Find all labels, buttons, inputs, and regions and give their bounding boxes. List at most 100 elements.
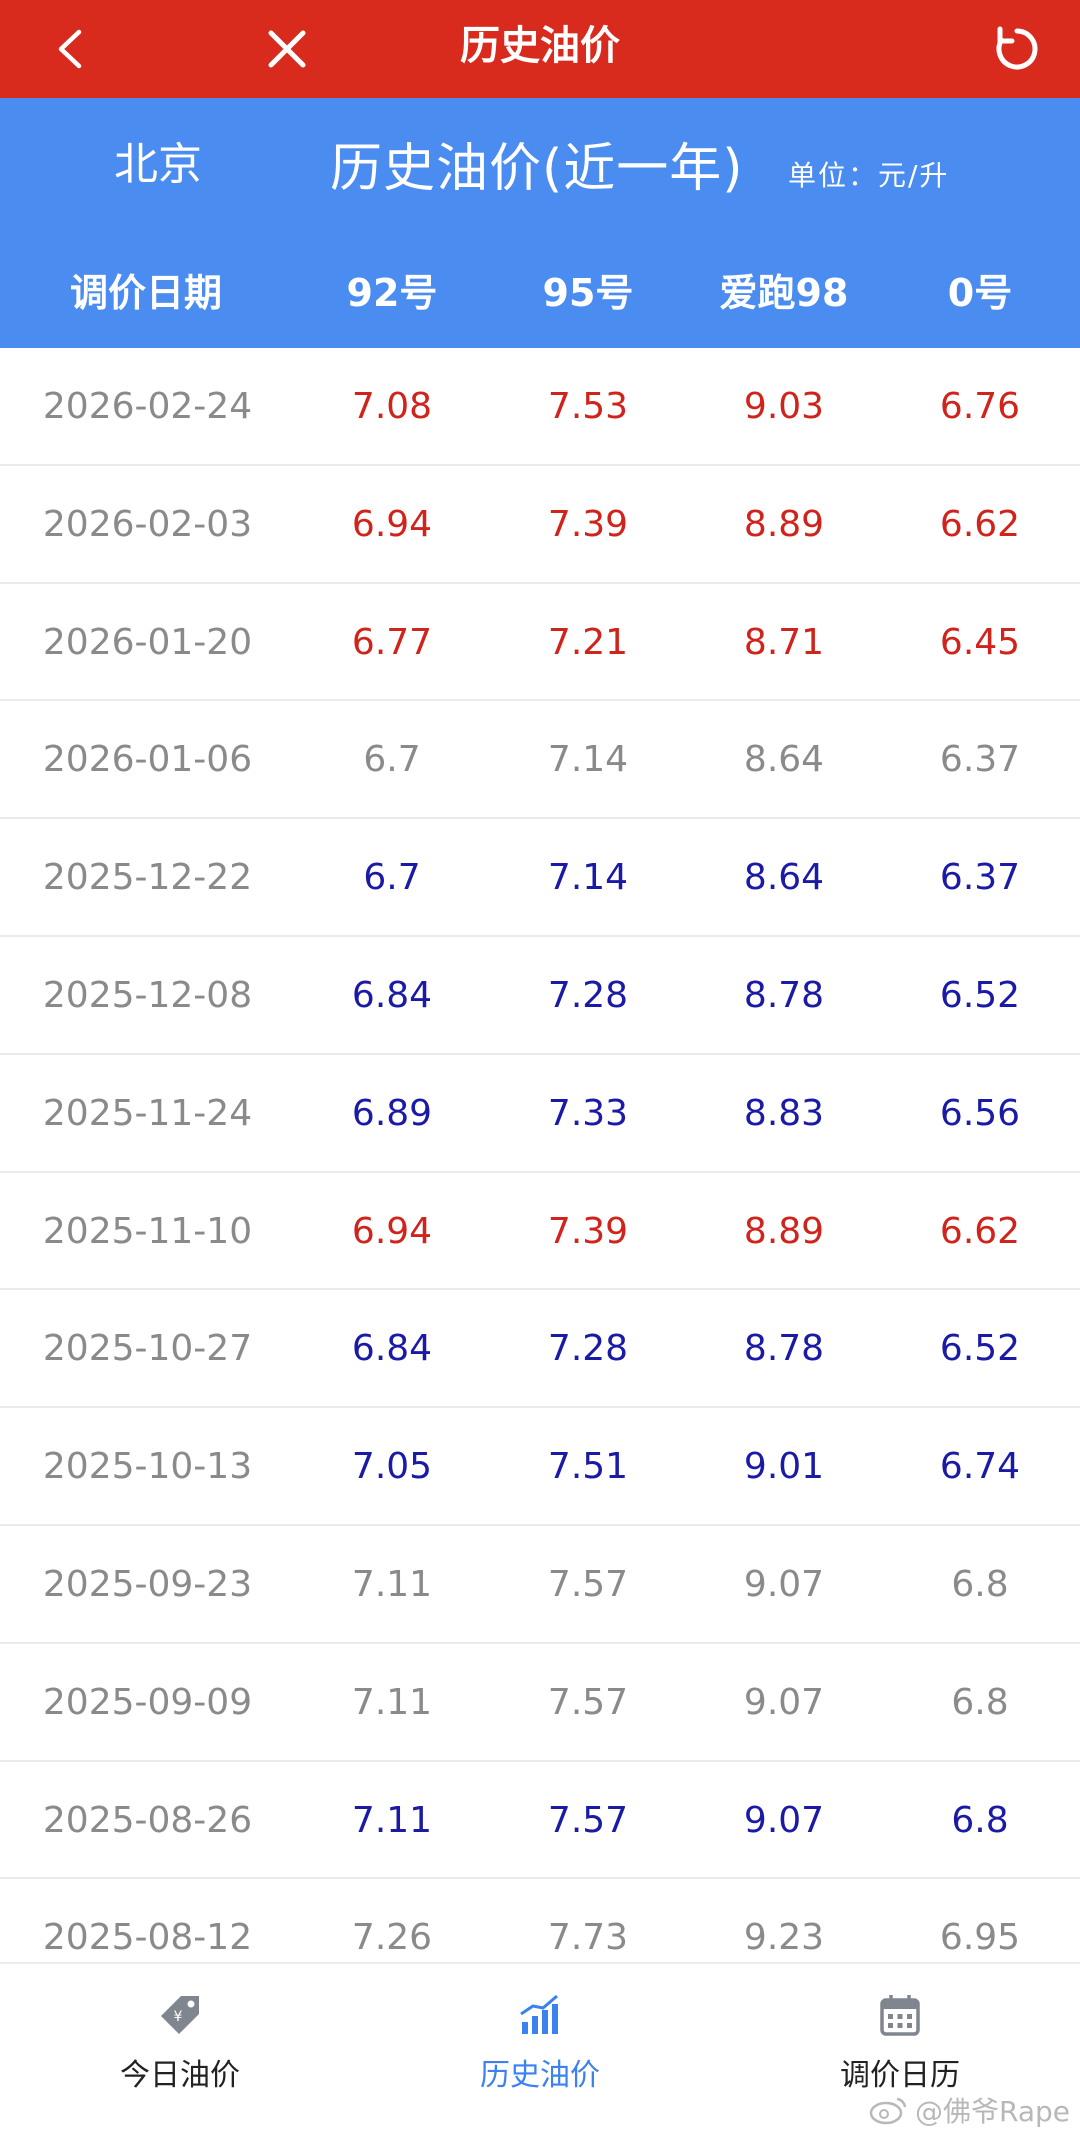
cell-0: 6.52 [939, 1328, 1021, 1370]
cell-98: 9.07 [743, 1799, 825, 1841]
cell-92: 6.89 [351, 1092, 433, 1134]
nav-history-price[interactable]: 历史油价 [410, 1992, 670, 2094]
cell-95: 7.14 [547, 739, 629, 781]
cell-92: 7.26 [351, 1917, 433, 1959]
cell-98: 8.64 [743, 857, 825, 899]
column-header-date: 调价日期 [69, 271, 222, 315]
page-title: 历史油价 [460, 23, 620, 69]
price-table[interactable]: 2026-02-24 7.08 7.53 9.03 6.76 2026-02-03 6.94… [0, 348, 1080, 1998]
cell-0: 6.8 [951, 1681, 1009, 1723]
price-tag-icon: ¥ [161, 1996, 199, 2034]
cell-92: 7.11 [351, 1799, 433, 1841]
weibo-icon [869, 2097, 907, 2125]
cell-date: 2025-08-12 [42, 1917, 253, 1959]
watermark: @佛爷Rape [869, 2090, 1070, 2130]
cell-0: 6.76 [939, 386, 1021, 427]
table-row: 2025-12-08 6.84 7.28 8.78 6.52 [0, 936, 1080, 1055]
table-row: 2025-11-24 6.89 7.33 8.83 6.56 [0, 1054, 1080, 1173]
bar-chart-icon [520, 1994, 558, 2034]
cell-0: 6.52 [939, 974, 1021, 1016]
cell-92: 6.7 [363, 739, 421, 781]
cell-98: 8.78 [743, 974, 825, 1016]
cell-95: 7.33 [547, 1092, 629, 1134]
cell-0: 6.95 [939, 1917, 1021, 1959]
cell-date: 2025-10-27 [42, 1328, 253, 1370]
back-button[interactable] [36, 14, 106, 84]
cell-date: 2025-11-24 [42, 1092, 253, 1134]
cell-98: 8.64 [743, 739, 825, 781]
cell-95: 7.21 [547, 621, 629, 663]
column-header-0: 0号 [947, 271, 1013, 315]
svg-text:¥: ¥ [174, 2009, 183, 2025]
cell-92: 7.11 [351, 1681, 433, 1723]
cell-95: 7.28 [547, 1328, 629, 1370]
cell-date: 2025-12-22 [42, 857, 253, 899]
cell-98: 9.23 [743, 1917, 825, 1959]
table-row: 2026-01-20 6.77 7.21 8.71 6.45 [0, 583, 1080, 702]
cell-0: 6.45 [939, 621, 1021, 663]
cell-98: 9.07 [743, 1563, 825, 1605]
cell-date: 2025-11-10 [42, 1210, 253, 1252]
nav-today-price-label: 今日油价 [120, 2058, 240, 2093]
cell-92: 6.7 [363, 857, 421, 899]
cell-date: 2026-01-06 [42, 739, 253, 781]
cell-0: 6.8 [951, 1563, 1009, 1605]
cell-date: 2025-12-08 [42, 974, 253, 1016]
refresh-button[interactable] [982, 14, 1052, 84]
unit-label: 单位：元/升 [788, 159, 950, 192]
cell-92: 7.08 [351, 386, 433, 427]
cell-98: 8.78 [743, 1328, 825, 1370]
cell-95: 7.39 [547, 503, 629, 545]
table-title: 历史油价(近一年) [330, 139, 744, 199]
cell-98: 8.89 [743, 503, 825, 545]
cell-0: 6.74 [939, 1446, 1021, 1488]
table-row: 2026-01-06 6.7 7.14 8.64 6.37 [0, 701, 1080, 820]
table-row: 2025-12-22 6.7 7.14 8.64 6.37 [0, 819, 1080, 937]
cell-92: 6.94 [351, 1210, 433, 1252]
cell-92: 6.84 [351, 974, 433, 1016]
nav-adjust-calendar-label: 调价日历 [840, 2058, 960, 2093]
column-header-98: 爱跑98 [719, 271, 849, 315]
bottom-nav: ¥ 今日油价 历史油价 [0, 1962, 1080, 2144]
nav-adjust-calendar[interactable]: 调价日历 [770, 1992, 1030, 2094]
table-row: 2025-09-09 7.11 7.57 9.07 6.8 [0, 1643, 1080, 1762]
table-row: 2026-02-03 6.94 7.39 8.89 6.62 [0, 465, 1080, 584]
table-row: 2026-02-24 7.08 7.53 9.03 6.76 [0, 348, 1080, 466]
cell-date: 2026-02-03 [42, 503, 253, 545]
nav-history-price-label: 历史油价 [480, 2058, 600, 2093]
cell-95: 7.57 [547, 1681, 629, 1723]
cell-date: 2025-09-09 [42, 1681, 253, 1723]
cell-98: 8.71 [743, 621, 825, 663]
table-row: 2025-09-23 7.11 7.57 9.07 6.8 [0, 1525, 1080, 1644]
cell-0: 6.37 [939, 739, 1021, 781]
cell-date: 2026-01-20 [42, 621, 253, 663]
table-row: 2025-11-10 6.94 7.39 8.89 6.62 [0, 1172, 1080, 1291]
cell-0: 6.62 [939, 503, 1021, 545]
watermark-text: @佛爷Rape [915, 2095, 1070, 2128]
cell-date: 2025-08-26 [42, 1799, 253, 1841]
cell-95: 7.53 [547, 386, 629, 427]
cell-98: 9.07 [743, 1681, 825, 1723]
column-header-95: 95号 [542, 271, 634, 315]
cell-98: 9.01 [743, 1446, 825, 1488]
cell-92: 6.77 [351, 621, 433, 663]
refresh-icon [996, 26, 1038, 70]
cell-95: 7.73 [547, 1917, 629, 1959]
cell-98: 9.03 [743, 386, 825, 427]
cell-95: 7.57 [547, 1563, 629, 1605]
cell-92: 7.11 [351, 1563, 433, 1605]
table-row: 2025-08-26 7.11 7.57 9.07 6.8 [0, 1761, 1080, 1880]
city-label[interactable]: 北京 [114, 139, 202, 190]
column-header-92: 92号 [346, 271, 438, 315]
cell-0: 6.8 [951, 1799, 1009, 1841]
cell-95: 7.39 [547, 1210, 629, 1252]
nav-today-price[interactable]: ¥ 今日油价 [50, 1992, 310, 2094]
cell-0: 6.62 [939, 1210, 1021, 1252]
cell-date: 2025-09-23 [42, 1563, 253, 1605]
close-button[interactable] [252, 14, 322, 84]
cell-0: 6.37 [939, 857, 1021, 899]
cell-0: 6.56 [939, 1092, 1021, 1134]
table-header: 北京 历史油价(近一年) 单位：元/升 调价日期 92号 95号 爱跑98 0号 [0, 98, 1080, 348]
close-icon [268, 30, 306, 68]
